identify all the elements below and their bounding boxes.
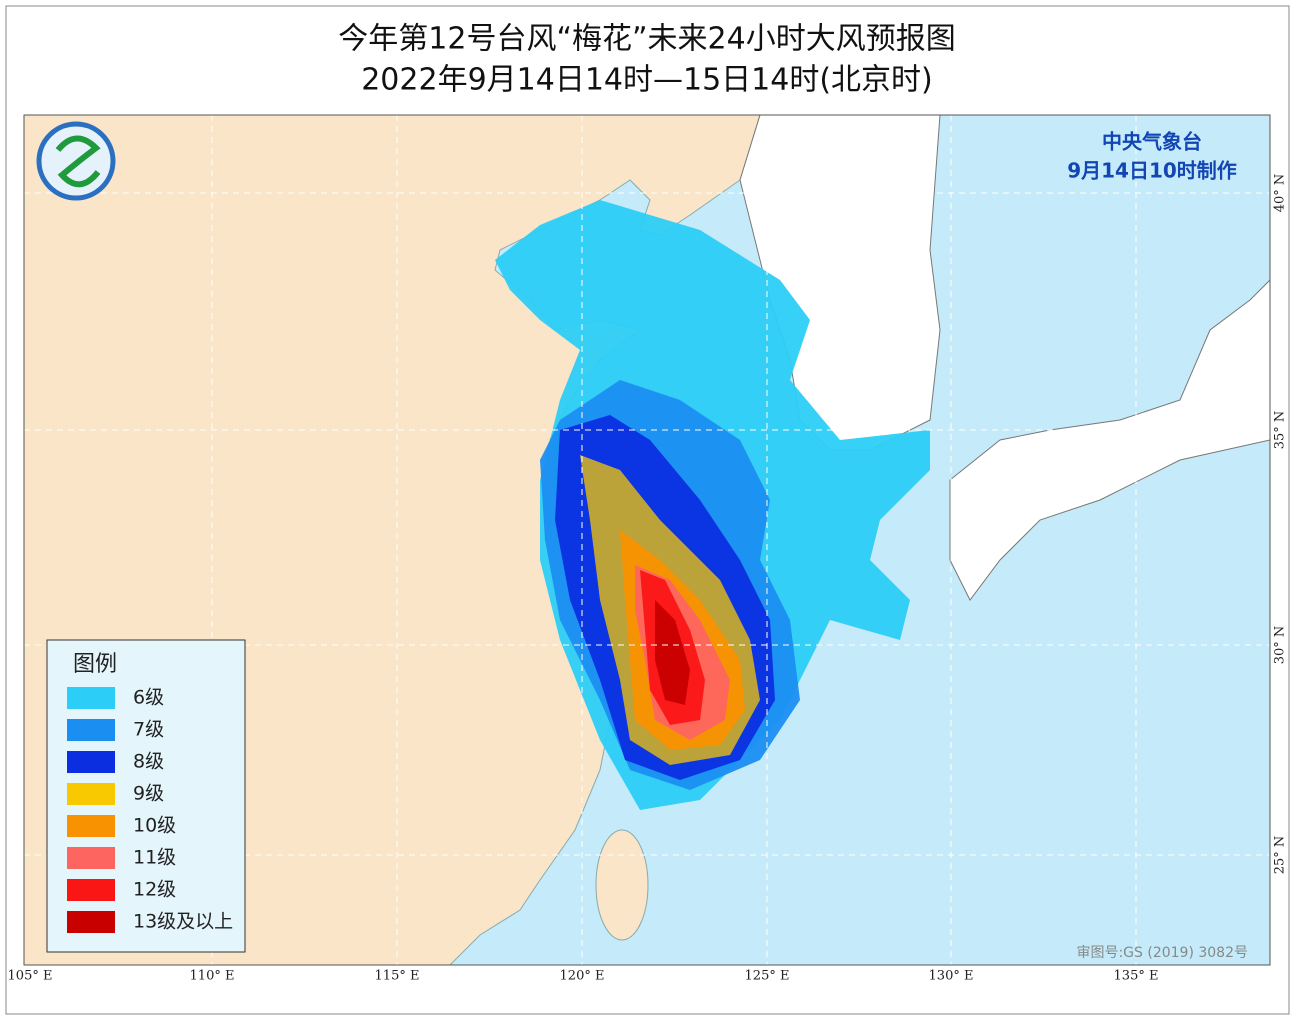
legend: 图例 6级 7级 8级 9级 10级 11级 12级 13级及以上 <box>46 639 246 953</box>
legend-swatch <box>67 751 115 773</box>
longitude-label: 135° E <box>1114 969 1159 984</box>
legend-label: 9级 <box>133 783 164 805</box>
wind-zone <box>655 600 690 705</box>
longitude-label: 115° E <box>375 969 420 984</box>
map-border <box>23 114 1271 966</box>
longitude-label: 105° E <box>8 969 53 984</box>
review-number: 审图号:GS (2019) 3082号 <box>1076 945 1248 961</box>
longitude-label: 125° E <box>745 969 790 984</box>
logo-mark <box>55 135 101 188</box>
latitude-label: 30° N <box>1273 626 1288 665</box>
legend-swatch <box>67 687 115 709</box>
agency: 中央气象台 <box>1102 130 1202 154</box>
latitude-label: 25° N <box>1273 836 1288 875</box>
legend-label: 11级 <box>133 847 176 869</box>
legend-swatch <box>67 815 115 837</box>
japan-land <box>949 279 1270 601</box>
wind-zones <box>495 200 930 810</box>
legend-label: 12级 <box>133 879 176 901</box>
latitude-label: 40° N <box>1273 174 1288 213</box>
legend-label: 10级 <box>133 815 176 837</box>
latitude-label: 35° N <box>1273 411 1288 450</box>
axis-labels: 105° E 110° E 115° E 120° E 125° E 130° E 135°… <box>8 174 1288 984</box>
legend-title: 图例 <box>73 652 117 677</box>
legend-swatch <box>67 911 115 933</box>
taiwan-land <box>595 829 649 941</box>
legend-swatch <box>67 783 115 805</box>
legend-label: 8级 <box>133 751 164 773</box>
longitude-label: 120° E <box>560 969 605 984</box>
subtitle: 2022年9月14日14时—15日14时(北京时) <box>361 63 933 98</box>
legend-label: 13级及以上 <box>133 911 233 933</box>
legend-swatch <box>67 719 115 741</box>
legend-swatch <box>67 879 115 901</box>
legend-label: 6级 <box>133 687 164 709</box>
issued-time: 9月14日10时制作 <box>1067 159 1237 183</box>
longitude-label: 110° E <box>190 969 235 984</box>
legend-swatch <box>67 847 115 869</box>
longitude-label: 130° E <box>929 969 974 984</box>
legend-label: 7级 <box>133 719 164 741</box>
legend-items: 6级 7级 8级 9级 10级 11级 12级 13级及以上 <box>67 687 233 933</box>
title: 今年第12号台风“梅花”未来24小时大风预报图 <box>338 22 955 57</box>
